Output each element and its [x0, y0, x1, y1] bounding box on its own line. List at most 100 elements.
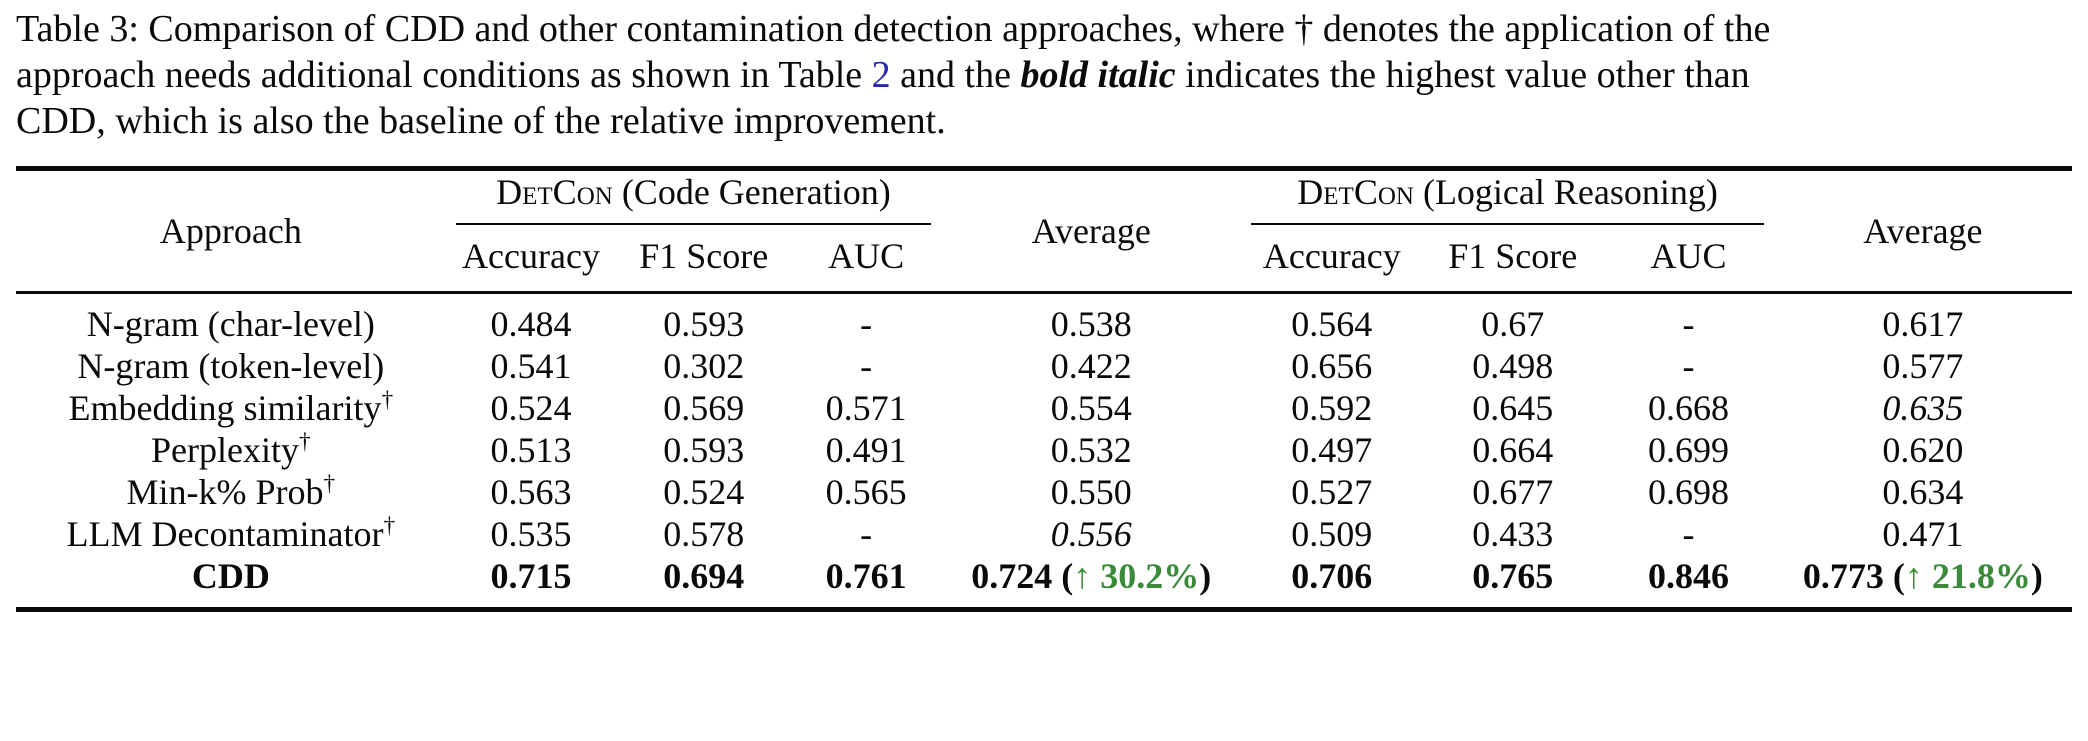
approach-cell: N-gram (char-level) [86, 304, 375, 344]
table-header: Approach DetCon (Code Generation) Averag… [16, 169, 2072, 293]
value-cell: 0.302 [663, 346, 745, 386]
dagger-marker: † [381, 387, 394, 413]
value-cell: 0.668 [1648, 388, 1729, 428]
dagger-marker: † [298, 429, 311, 455]
value-cell: 0.664 [1472, 430, 1554, 470]
relative-improvement: ↑ 21.8% [1904, 556, 2031, 596]
approach-cell: LLM Decontaminator† [66, 513, 396, 554]
col-group-code-generation: DetCon (Code Generation) [446, 169, 941, 225]
value-cell: 0.846 [1648, 556, 1729, 596]
table-body: N-gram (char-level) 0.484 0.593 - 0.538 0.564… [16, 293, 2072, 610]
value-cell: 0.484 [490, 304, 572, 344]
value-cell: 0.645 [1472, 388, 1554, 428]
value-cell: 0.498 [1472, 346, 1554, 386]
table-2-link[interactable]: 2 [871, 54, 891, 96]
value-cell: 0.593 [663, 430, 745, 470]
value-cell: 0.497 [1291, 430, 1373, 470]
caption-line-1: Table 3: Comparison of CDD and other con… [16, 6, 2072, 52]
value-cell: 0.433 [1472, 514, 1554, 554]
group-underline-logic: DetCon (Logical Reasoning) [1251, 171, 1764, 225]
approach-cell: Embedding similarity† [68, 387, 394, 428]
table-row: N-gram (char-level) 0.484 0.593 - 0.538 0.564… [16, 293, 2072, 346]
detcon-logic-label: DetCon [1297, 172, 1414, 212]
value-cell: 0.532 [1050, 430, 1132, 470]
value-cell: 0.706 [1291, 556, 1373, 596]
value-cell: 0.765 [1472, 556, 1554, 596]
group-header-row: Approach DetCon (Code Generation) Averag… [16, 169, 2072, 251]
table-caption: Table 3: Comparison of CDD and other con… [16, 6, 2072, 144]
value-cell: - [860, 304, 873, 344]
value-cell: 0.491 [825, 430, 907, 470]
value-cell: 0.422 [1050, 346, 1132, 386]
detcon-code-label: DetCon [496, 172, 613, 212]
col-header-f1-code: F1 Score [639, 236, 769, 276]
col-header-auc-code: AUC [828, 236, 905, 276]
value-cell: 0.577 [1882, 346, 1964, 386]
value-cell: 0.620 [1882, 430, 1964, 470]
table-row: N-gram (token-level) 0.541 0.302 - 0.422 0.65… [16, 345, 2072, 387]
value-cell: - [1682, 346, 1695, 386]
value-cell: 0.563 [490, 472, 572, 512]
caption-bold-italic-note: bold italic [1020, 54, 1176, 96]
value-cell: 0.569 [663, 388, 745, 428]
col-group-logical-reasoning: DetCon (Logical Reasoning) [1241, 169, 1773, 225]
relative-improvement: ↑ 30.2% [1073, 556, 1200, 596]
dagger-marker: † [323, 471, 336, 497]
value-cell: 0.634 [1882, 472, 1964, 512]
approach-cell: Perplexity† [151, 429, 311, 470]
value-cell: 0.550 [1050, 472, 1132, 512]
value-cell: 0.509 [1291, 514, 1373, 554]
metric-header-row: Accuracy F1 Score AUC Accuracy F1 Score … [16, 225, 2072, 293]
value-cell: 0.593 [663, 304, 745, 344]
value-cell: 0.67 [1481, 304, 1545, 344]
value-cell: 0.699 [1648, 430, 1729, 470]
value-cell: 0.527 [1291, 472, 1373, 512]
col-header-accuracy-code: Accuracy [462, 236, 600, 276]
col-header-average-code: Average [1031, 211, 1151, 251]
caption-text: indicates the highest value other than [1175, 54, 1750, 96]
col-header-auc-logic: AUC [1650, 236, 1727, 276]
value-cell: 0.541 [490, 346, 572, 386]
col-header-average-logic: Average [1863, 211, 1983, 251]
value-cell: 0.535 [490, 514, 572, 554]
table-row: Perplexity† 0.513 0.593 0.491 0.532 0.497 0.66… [16, 429, 2072, 471]
value-cell: 0.694 [663, 556, 745, 596]
approach-cell: Min-k% Prob† [126, 471, 336, 512]
value-cell: 0.677 [1472, 472, 1554, 512]
value-cell: 0.617 [1882, 304, 1964, 344]
value-cell: 0.538 [1050, 304, 1132, 344]
value-cell: 0.724 (↑ 30.2%) [941, 555, 1241, 610]
caption-text: Table 3: Comparison of CDD and other con… [16, 8, 1771, 50]
value-cell: 0.513 [490, 430, 572, 470]
value-cell: 0.656 [1291, 346, 1373, 386]
caption-text: and the [890, 54, 1021, 96]
comparison-table: Approach DetCon (Code Generation) Averag… [16, 166, 2072, 612]
value-text: ) [1199, 556, 1212, 596]
dagger-marker: † [383, 513, 396, 539]
value-cell: 0.554 [1050, 388, 1132, 428]
col-header-f1-logic: F1 Score [1448, 236, 1578, 276]
value-cell: 0.564 [1291, 304, 1373, 344]
value-cell: - [860, 346, 873, 386]
col-header-approach: Approach [159, 211, 302, 251]
value-cell: 0.524 [490, 388, 572, 428]
table-row: Embedding similarity† 0.524 0.569 0.571 0.55… [16, 387, 2072, 429]
value-cell: 0.556 [1050, 514, 1132, 554]
value-cell: 0.578 [663, 514, 745, 554]
value-cell: 0.698 [1648, 472, 1729, 512]
value-cell: 0.565 [825, 472, 907, 512]
value-text: ) [2030, 556, 2043, 596]
value-cell: 0.715 [490, 556, 572, 596]
caption-text: CDD, which is also the baseline of the r… [16, 100, 946, 142]
value-text: 0.773 ( [1802, 556, 1905, 596]
value-cell: 0.471 [1882, 514, 1964, 554]
group-underline-code: DetCon (Code Generation) [455, 171, 932, 225]
detcon-code-qualifier: (Code Generation) [612, 172, 891, 212]
value-cell: 0.773 (↑ 21.8%) [1774, 555, 2072, 610]
caption-line-2: approach needs additional conditions as … [16, 52, 2072, 98]
caption-text: approach needs additional conditions as … [16, 54, 872, 96]
value-cell: 0.761 [825, 556, 907, 596]
value-cell: - [860, 514, 873, 554]
approach-cell: N-gram (token-level) [77, 346, 385, 386]
